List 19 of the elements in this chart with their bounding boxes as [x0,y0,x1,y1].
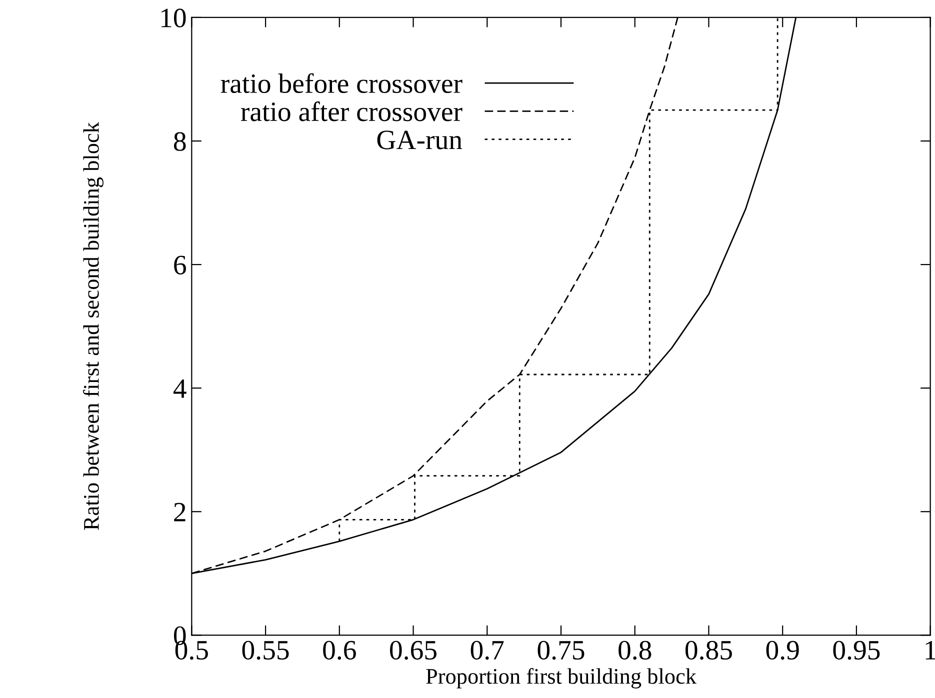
x-tick-label: 0.75 [538,640,584,660]
x-tick-label: 0.8 [618,640,652,660]
x-tick-label: 0.85 [685,640,732,660]
x-tick-label: 0.95 [833,640,880,660]
x-tick-label: 0.6 [323,640,356,660]
x-tick-label: 0.65 [390,640,436,660]
y-tick-label: 4 [173,379,186,398]
x-tick-label: 0.7 [470,640,504,660]
y-tick-label: 6 [174,256,186,274]
x-axis-title: Proportion first building block [426,668,696,688]
y-tick-label: 2 [174,502,186,522]
legend-label: ratio before crossover [220,73,462,94]
x-tick-label: 0.55 [242,640,289,660]
legend-label: GA-run [377,130,462,150]
x-tick-label: 0.9 [766,640,799,660]
y-tick-label: 8 [174,132,186,151]
legend-label: ratio after crossover [240,101,462,122]
y-tick-label: 10 [161,8,186,28]
y-axis-title: Ratio between first and second building block [83,122,104,530]
